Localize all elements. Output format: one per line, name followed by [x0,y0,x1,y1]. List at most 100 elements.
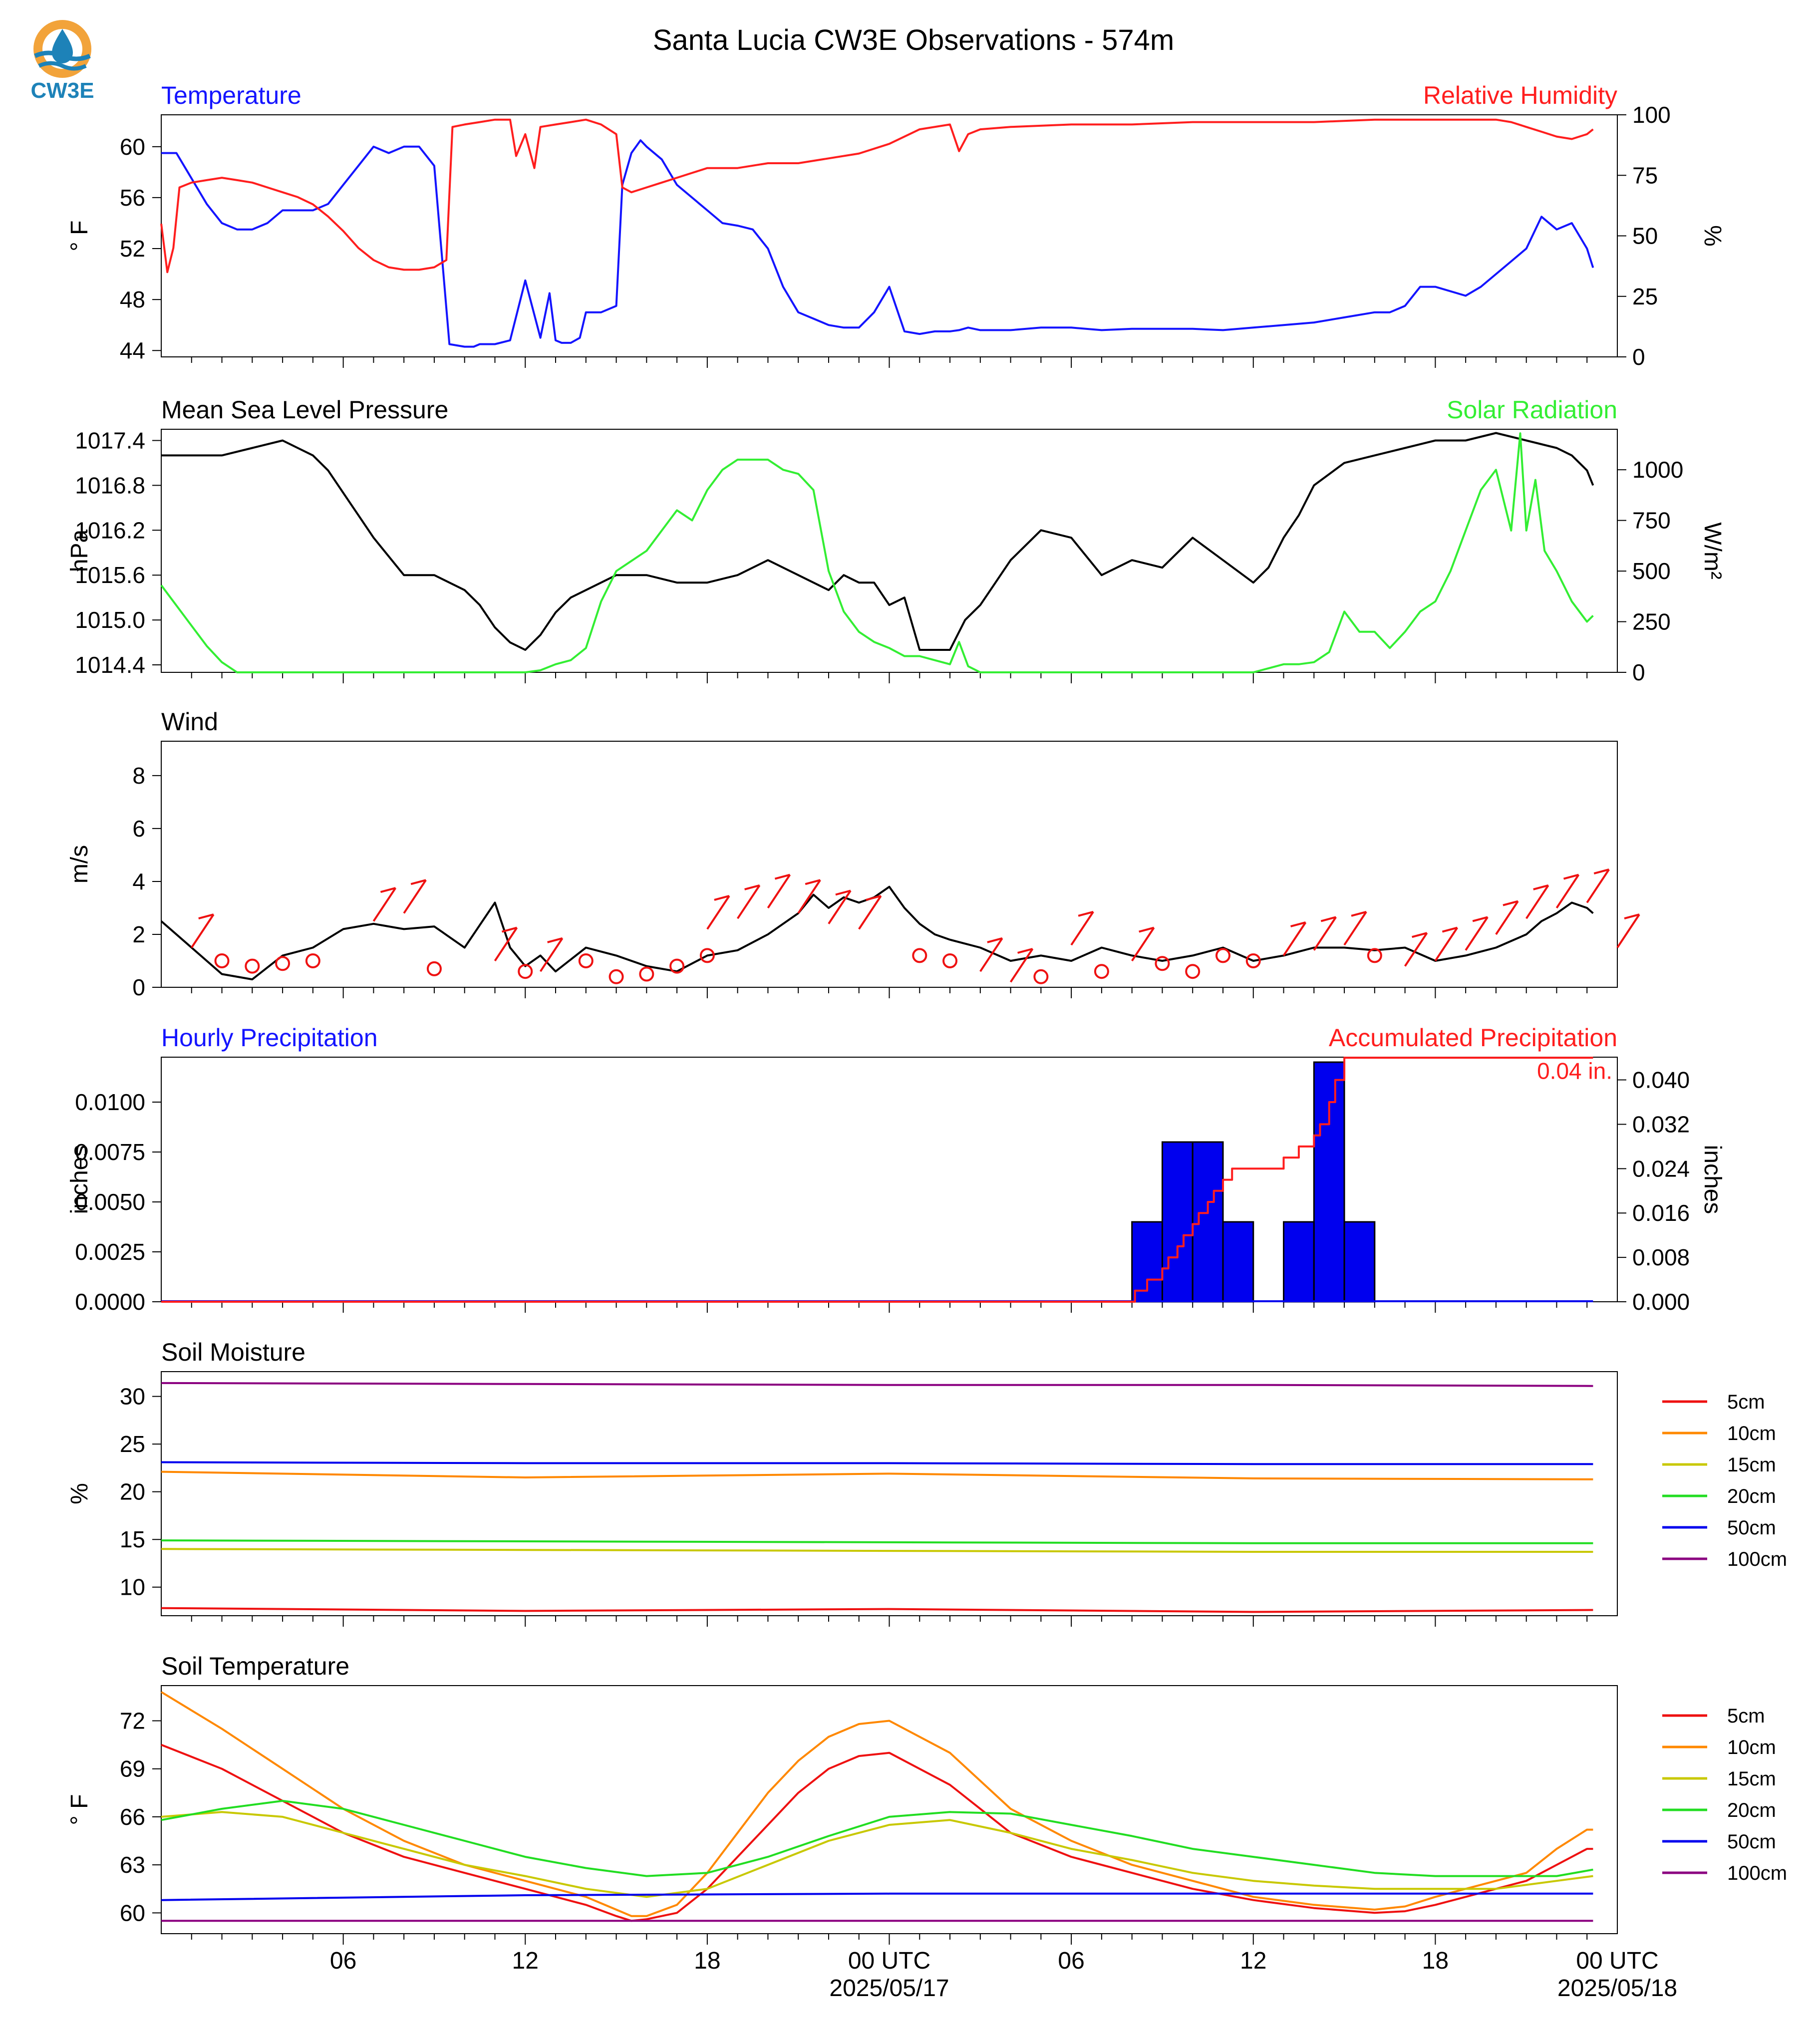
precip-bar [1222,1221,1254,1303]
y-tick-label-left: 30 [120,1384,145,1410]
wind-calm-marker [578,953,594,968]
y-tick-label-left: 63 [120,1852,145,1878]
wind-calm-marker [1367,948,1382,963]
wind-barb-shaft [1465,916,1489,951]
y-axis-label-left: % [66,1483,93,1504]
panel-title-left: Temperature [161,81,302,109]
x-tick-label: 00 UTC [848,1948,930,1974]
y-axis-label-right: inches [1699,1145,1726,1214]
legend-label: 5cm [1727,1391,1765,1413]
wind-barb-shaft [1495,900,1519,935]
wind-barb-shaft [1404,932,1428,967]
panel-title-right: Solar Radiation [1447,396,1617,424]
wind-barb-flag [198,913,214,920]
panel-title-left: Hourly Precipitation [161,1024,378,1052]
x-tick-label: 12 [1240,1948,1266,1974]
wind-calm-marker [639,966,654,982]
wind-calm-marker [245,958,260,974]
panel-wind: Wind 0 2 4 6 8 m/s [66,708,1640,1000]
y-tick-label-right: 75 [1632,162,1658,188]
wind-barb-flag [835,889,851,896]
y-tick-label-left: 1016.2 [75,517,145,543]
x-tick-label: 12 [512,1948,539,1974]
legend-label: 50cm [1727,1831,1776,1853]
y-tick-label-right: 750 [1632,508,1671,534]
y-tick-label-left: 4 [132,869,145,894]
series-line-accumulated-precipitation [161,1057,1593,1303]
panels-group: Temperature Relative Humidity444852566002… [66,81,1787,2002]
wind-calm-marker [1033,969,1049,984]
y-tick-label-right: 0.040 [1632,1067,1690,1093]
y-tick-label-right: 0 [1632,659,1645,685]
y-tick-label-left: 1015.0 [75,607,145,633]
wind-barb-shaft [828,890,852,924]
wind-barb-shaft [1313,916,1337,951]
wind-barb-shaft [539,937,564,972]
legend-label: 15cm [1727,1768,1776,1790]
y-axis-label-left: hPa [66,529,93,572]
y-axis-label-left: inches [66,1145,93,1214]
legend-label: 20cm [1727,1485,1776,1507]
wind-barb-shaft [372,887,397,922]
wind-barb-flag [987,937,1003,943]
y-tick-label-right: 50 [1632,223,1658,249]
panel-title-right: Accumulated Precipitation [1329,1024,1617,1052]
wind-barb-flag [714,895,730,901]
series-line-wind-speed [160,885,1594,981]
y-tick-label-left: 8 [132,763,145,789]
wind-calm-marker [1185,964,1201,979]
y-tick-label-left: 60 [120,1900,145,1926]
y-tick-label-right: 25 [1632,284,1658,309]
wind-barb-shaft [979,937,1003,972]
wind-barb-flag [1563,873,1579,880]
y-tick-label-left: 6 [132,816,145,842]
wind-barb-flag [1503,900,1518,906]
wind-barb-flag [1351,910,1367,917]
x-date-label: 2025/05/17 [829,1975,949,2002]
y-tick-label-right: 0.008 [1632,1244,1690,1270]
cw3e-logo: CW3E [30,20,94,103]
y-tick-label-left: 66 [120,1804,145,1830]
y-tick-label-right: 0.032 [1632,1111,1690,1137]
wind-barb-flag [1078,910,1094,917]
wind-barb-flag [774,873,790,880]
y-tick-label-right: 250 [1632,609,1671,635]
y-tick-label-left: 0.0025 [75,1239,145,1265]
legend-label: 15cm [1727,1454,1776,1476]
y-tick-label-left: 52 [120,236,145,262]
wind-barb-shaft [1009,948,1034,983]
x-date-label: 2025/05/18 [1557,1975,1677,2002]
precip-bar [1161,1141,1194,1303]
wind-calm-marker [305,953,320,968]
logo-wave-icon [34,50,91,61]
y-tick-label-left: 10 [120,1574,145,1600]
wind-barb-flag [1624,913,1640,920]
y-tick-label-left: 2 [132,921,145,947]
wind-calm-marker [1094,964,1109,979]
wind-barb-shaft [736,884,761,919]
precip-bar [1313,1061,1345,1303]
y-tick-label-left: 1016.8 [75,472,145,498]
panel-temp_rh: Temperature Relative Humidity 44 48 52 56 60 0 2… [66,81,1726,370]
y-tick-label-left: 0 [132,974,145,1000]
panel-title-left: Wind [161,708,218,736]
wind-barb-flag [1472,916,1488,922]
series-line-solar-radiation [160,432,1594,673]
wind-barb-flag [866,895,882,901]
wind-barb-flag [1593,869,1609,874]
panel-title-left: Soil Moisture [161,1338,305,1366]
series-line-20cm [161,1539,1593,1544]
y-tick-label-left: 0.0100 [75,1089,145,1115]
series-line-5cm [161,1743,1593,1922]
wind-barb-shaft [797,879,821,914]
y-tick-label-left: 48 [120,287,145,312]
y-tick-label-right: 1000 [1632,457,1683,483]
y-axis-label-left: ° F [66,221,93,252]
wind-barb-flag [1290,921,1306,927]
wind-calm-marker [1215,948,1230,963]
wind-barb-flag [744,884,760,890]
wind-barb-shaft [706,895,730,930]
wind-barb-flag [1017,948,1033,954]
x-tick-label: 06 [330,1948,356,1974]
